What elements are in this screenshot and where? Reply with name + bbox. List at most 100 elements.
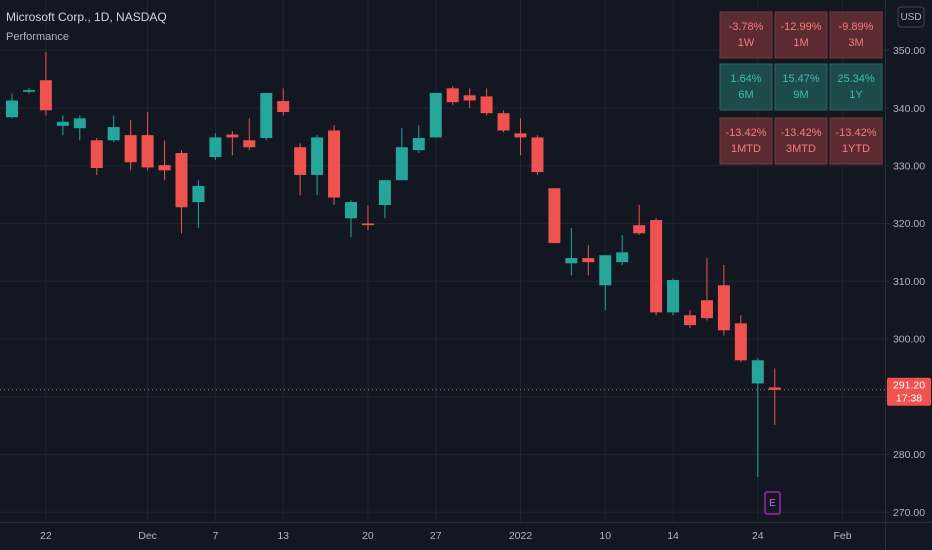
x-tick-label: 27 — [430, 530, 442, 542]
currency-box[interactable] — [897, 6, 925, 28]
earnings-marker-box[interactable] — [764, 491, 781, 515]
candle-body — [684, 315, 696, 326]
chart-title: Microsoft Corp., 1D, NASDAQ — [6, 10, 167, 24]
indicator-name: Performance — [6, 31, 69, 43]
countdown: 17:38 — [896, 393, 922, 405]
candle-body — [361, 223, 374, 226]
candle-body — [158, 165, 171, 171]
candle-body — [328, 130, 341, 198]
candle-body — [345, 202, 357, 219]
performance-cell — [719, 117, 773, 165]
y-tick-label: 310.00 — [893, 276, 925, 288]
candle-body — [209, 137, 222, 158]
candle-body — [39, 80, 52, 111]
performance-period: 3MTD — [786, 143, 816, 155]
performance-cell — [829, 117, 883, 165]
y-tick-label: 350.00 — [893, 45, 925, 57]
x-tick-label: 14 — [667, 530, 679, 542]
performance-period: 1Y — [849, 89, 863, 101]
candle-body — [531, 137, 544, 173]
candle-body — [277, 101, 290, 113]
candle-body — [700, 300, 713, 319]
performance-cell — [829, 63, 883, 111]
x-tick-label: Dec — [138, 530, 157, 542]
last-price-label: 291.20 — [893, 380, 925, 392]
performance-cell — [719, 11, 773, 59]
performance-period: 9M — [793, 89, 808, 101]
x-tick-label: 20 — [362, 530, 374, 542]
performance-period: 1W — [738, 37, 755, 49]
candle-body — [751, 360, 764, 384]
y-tick-label: 300.00 — [893, 334, 925, 346]
candle-body — [395, 147, 408, 181]
candle-body — [734, 323, 747, 361]
x-tick-label: 2022 — [509, 530, 533, 542]
performance-value: -13.42% — [781, 127, 822, 139]
candle-body — [311, 137, 324, 175]
candle-body — [429, 92, 442, 138]
candle-body — [768, 387, 781, 390]
candles — [6, 51, 781, 477]
performance-cell — [774, 11, 828, 59]
y-tick-label: 340.00 — [893, 103, 925, 115]
performance-value: 25.34% — [837, 73, 875, 85]
performance-value: 1.64% — [730, 73, 761, 85]
x-tick-label: Feb — [834, 530, 852, 542]
candle-body — [56, 121, 69, 126]
last-price-box — [887, 377, 931, 406]
candle-body — [124, 135, 137, 163]
x-tick-label: 13 — [277, 530, 289, 542]
performance-value: -13.42% — [836, 127, 877, 139]
candle-body — [175, 153, 188, 208]
candle-body — [294, 147, 307, 175]
performance-value: -12.99% — [781, 21, 822, 33]
performance-value: 15.47% — [782, 73, 820, 85]
performance-value: -9.89% — [839, 21, 874, 33]
candle-body — [192, 185, 205, 203]
candle-body — [446, 88, 459, 103]
candle-body — [90, 140, 103, 169]
performance-period: 1M — [793, 37, 808, 49]
candle-body — [107, 127, 120, 141]
candle-body — [667, 280, 680, 313]
candle-body — [260, 92, 273, 139]
candle-body — [22, 90, 35, 92]
candle-body — [565, 258, 578, 264]
y-tick-label: 320.00 — [893, 218, 925, 230]
candle-body — [650, 220, 663, 313]
performance-cell — [829, 11, 883, 59]
x-tick-label: 7 — [212, 530, 218, 542]
y-tick-label: 270.00 — [893, 507, 925, 519]
candle-body — [582, 258, 595, 263]
y-tick-label: 330.00 — [893, 161, 925, 173]
performance-period: 1MTD — [731, 143, 761, 155]
candle-body — [6, 100, 18, 118]
y-tick-label: 280.00 — [893, 449, 925, 461]
candle-body — [226, 134, 239, 138]
candle-body — [616, 252, 629, 263]
earnings-marker[interactable]: E — [769, 498, 776, 509]
candle-body — [412, 138, 425, 151]
performance-period: 3M — [848, 37, 863, 49]
performance-cell — [719, 63, 773, 111]
candle-body — [480, 96, 493, 114]
candle-body — [633, 225, 646, 234]
candle-body — [463, 95, 476, 101]
candle-body — [548, 188, 561, 244]
performance-period: 1YTD — [842, 143, 870, 155]
candle-body — [73, 118, 86, 129]
candle-body — [141, 135, 154, 168]
candle-body — [378, 180, 391, 205]
performance-value: -3.78% — [729, 21, 764, 33]
candle-body — [514, 133, 527, 138]
candle-body — [599, 255, 612, 286]
performance-cell — [774, 117, 828, 165]
candle-body — [717, 285, 730, 331]
candle-body — [243, 140, 256, 148]
currency[interactable]: USD — [900, 12, 921, 23]
performance-period: 6M — [738, 89, 753, 101]
performance-value: -13.42% — [726, 127, 767, 139]
candle-body — [497, 113, 510, 131]
